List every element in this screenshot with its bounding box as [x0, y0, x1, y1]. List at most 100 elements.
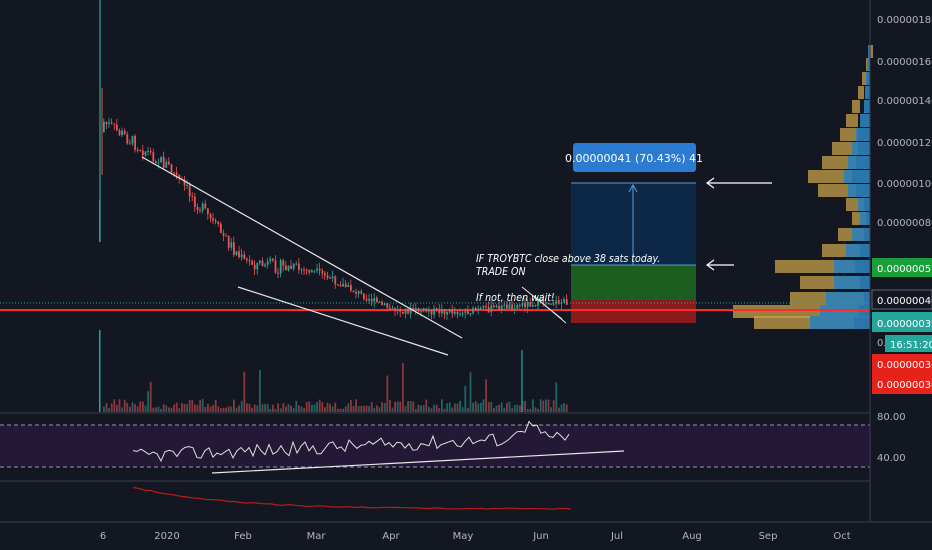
candle-body	[513, 308, 516, 310]
volume-bar	[519, 405, 521, 412]
candle-body	[495, 305, 498, 308]
volume-bar	[282, 403, 285, 412]
candle-body	[121, 130, 123, 136]
volume-bar	[334, 402, 337, 412]
rsi-line	[132, 420, 570, 463]
price-axis[interactable]: 0.00000180 0.00000160 0.00000140 0.00000…	[871, 15, 932, 464]
candle-body	[272, 258, 274, 261]
candle-body	[321, 270, 324, 274]
rsi-pane[interactable]	[0, 420, 870, 474]
candle-body	[391, 308, 394, 310]
volume-bar	[196, 405, 199, 412]
volume-bar	[448, 402, 451, 412]
volume-profile-row	[840, 128, 858, 141]
candle-body	[485, 306, 487, 308]
candle-body	[201, 203, 204, 211]
candle-body	[532, 305, 534, 307]
measure-arrowhead	[628, 183, 638, 193]
candle-body	[324, 273, 326, 276]
volume-profile-row	[810, 316, 870, 329]
candle-body	[303, 269, 305, 271]
candle-body	[207, 208, 209, 214]
volume-bar	[503, 408, 506, 412]
candle-body	[563, 299, 565, 303]
volume-bar	[415, 408, 417, 412]
volume-bar	[365, 405, 368, 412]
candle-body	[186, 184, 188, 186]
volume-bar	[108, 408, 110, 412]
candle-body	[342, 283, 344, 287]
candle-body	[526, 301, 529, 308]
candle-body	[311, 270, 313, 273]
long-position-tool[interactable]: 0.00000041 (70.43%) 41	[565, 143, 703, 323]
mini-wedge-lower[interactable]	[534, 296, 567, 324]
measure-label: 0.00000041 (70.43%) 41	[565, 152, 703, 165]
candle-body	[461, 312, 464, 314]
candle-body	[383, 303, 386, 305]
candle-body	[214, 220, 217, 222]
indicator-line	[132, 486, 572, 510]
time-tick: Jul	[610, 531, 623, 542]
volume-bar	[131, 402, 134, 412]
volume-bar	[126, 402, 129, 412]
volume-bar	[303, 407, 305, 412]
candle-body	[183, 179, 186, 186]
candle-body	[313, 270, 316, 272]
volume-bar	[188, 400, 191, 412]
volume-bar	[547, 399, 550, 412]
trade-note[interactable]: IF TROYBTC close above 38 sats today. TR…	[476, 253, 660, 304]
candle-body	[386, 303, 389, 308]
volume-bar	[235, 407, 238, 412]
candle-body	[277, 272, 279, 274]
rsi-band	[0, 425, 870, 467]
volume-bar	[191, 399, 194, 412]
volume-bar	[409, 400, 412, 412]
wedge-upper-line[interactable]	[141, 156, 463, 339]
volume-bar	[186, 404, 188, 412]
volume-bar	[318, 399, 321, 412]
volume-bar	[103, 406, 105, 412]
wedge-lower-line[interactable]	[237, 286, 449, 356]
volume-bar	[498, 404, 500, 412]
candle-body	[552, 303, 555, 305]
note-line-3: If not, then wait!	[476, 292, 555, 304]
volume-bar	[537, 408, 539, 412]
falling-wedge[interactable]	[141, 156, 567, 356]
time-tick: Aug	[682, 531, 702, 542]
volume-bar	[342, 408, 344, 412]
entry-price-badge	[872, 258, 932, 277]
note-line-2: TRADE ON	[476, 266, 526, 278]
volume-bar	[204, 406, 207, 412]
volume-bar	[344, 406, 347, 412]
volume-bar	[230, 406, 233, 412]
price-tick: 0.00000180	[877, 15, 932, 26]
volume-bar	[207, 403, 209, 412]
volume-bar	[311, 404, 313, 412]
indicator-pane[interactable]	[132, 486, 572, 510]
price-pane[interactable]: 0.00000041 (70.43%) 41 IF TROYBTC close …	[0, 0, 873, 412]
candle-body	[243, 254, 246, 259]
time-axis[interactable]: 6 2020 Feb Mar Apr May Jun Jul Aug Sep O…	[100, 531, 851, 542]
candle-body	[165, 161, 168, 168]
volume-bar	[565, 404, 568, 412]
profit-zone	[571, 265, 696, 300]
volume-bar	[259, 370, 261, 412]
candle-body	[131, 135, 134, 144]
last-price-label: 0.00000039	[877, 319, 932, 330]
volume-bar	[350, 400, 352, 412]
measure-label-box[interactable]	[573, 143, 696, 172]
volume-profile-row	[858, 198, 870, 211]
volume-bar	[305, 402, 308, 412]
candle-body	[212, 218, 214, 221]
volume-bar	[139, 401, 142, 412]
volume-bar	[389, 399, 391, 412]
candle-body	[178, 174, 181, 179]
candle-body	[157, 162, 160, 164]
volume-bar	[162, 404, 165, 412]
volume-profile	[733, 45, 873, 329]
candle-body	[350, 285, 352, 291]
volume-bar	[558, 407, 560, 412]
rsi-trendline[interactable]	[211, 450, 625, 474]
candle-body	[266, 261, 269, 265]
